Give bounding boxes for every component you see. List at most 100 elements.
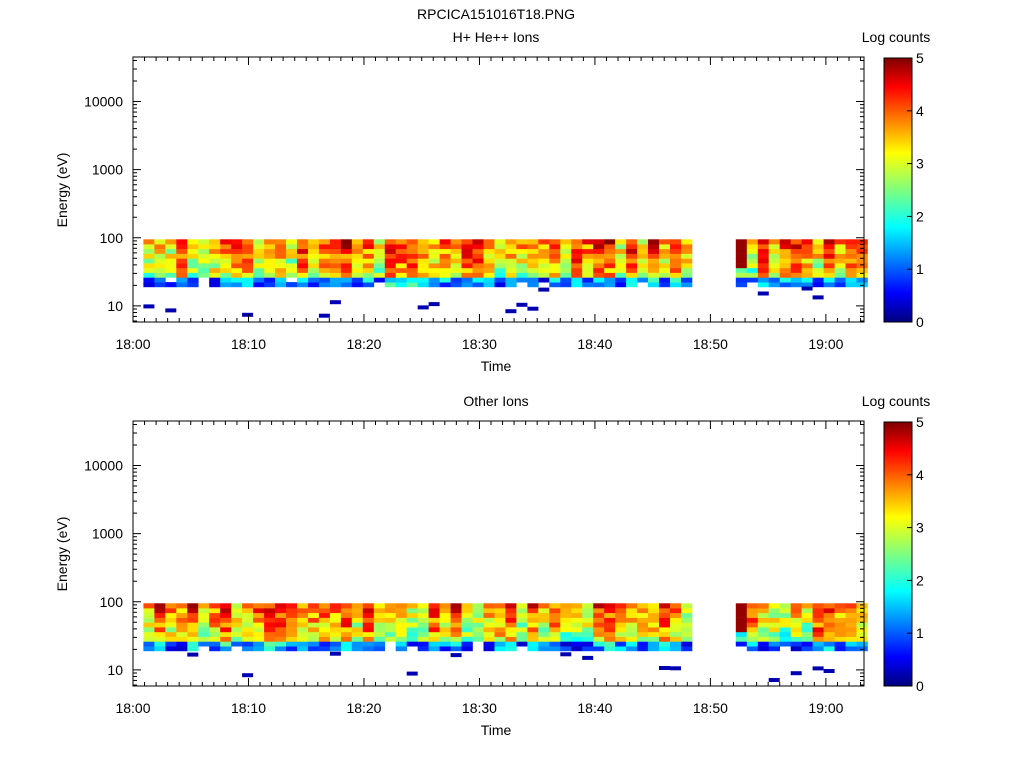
- spectrogram-cell: [362, 612, 375, 618]
- spectrogram-cell: [417, 646, 429, 652]
- spectrogram-cell: [768, 678, 780, 682]
- colorbar-gradient: [883, 421, 913, 687]
- spectrogram-cell: [659, 622, 671, 628]
- spectrogram-cell: [681, 608, 693, 614]
- spectrogram-cell: [450, 248, 462, 254]
- spectrogram-cell: [615, 622, 627, 628]
- spectrogram-cell: [735, 244, 748, 250]
- spectrogram-cell: [220, 253, 232, 259]
- spectrogram-cell: [253, 267, 265, 273]
- spectrogram-cell: [351, 612, 364, 618]
- spectrogram-cell: [801, 267, 813, 273]
- spectrogram-cell: [417, 244, 429, 250]
- spectrogram-cell: [549, 622, 561, 628]
- spectrogram-cell: [659, 239, 671, 245]
- spectrogram-cell: [549, 239, 561, 245]
- spectrogram-cell: [406, 636, 418, 642]
- spectrogram-cell: [242, 617, 254, 623]
- spectrogram-cell: [735, 253, 748, 259]
- spectrogram-cell: [209, 267, 221, 273]
- y-axis-ticks: 10 100 1000 10000: [84, 59, 864, 322]
- spectrogram-cell: [670, 617, 682, 623]
- spectrogram-cell: [439, 612, 451, 618]
- spectrogram-cell: [176, 631, 188, 637]
- spectrogram-cell: [746, 612, 759, 618]
- spectrogram-cell: [593, 277, 605, 283]
- spectrogram-cell: [406, 272, 418, 278]
- spectrogram-cell: [516, 277, 528, 283]
- spectrogram-cell: [505, 277, 517, 283]
- spectrogram-cell: [264, 253, 276, 259]
- spectrogram-cell: [768, 641, 780, 647]
- spectrogram-cell: [615, 641, 627, 647]
- spectrogram-cell: [439, 636, 451, 642]
- spectrogram-cell: [505, 258, 517, 264]
- spectrogram-cell: [417, 627, 429, 633]
- spectrogram-cell: [395, 608, 407, 614]
- spectrogram-cell: [242, 263, 254, 269]
- spectrogram-cell: [505, 627, 517, 633]
- spectrogram-cell: [856, 272, 868, 278]
- spectrogram-cell: [746, 641, 759, 647]
- spectrogram-cell: [318, 277, 331, 283]
- spectrogram-cell: [593, 612, 605, 618]
- spectrogram-cell: [286, 646, 298, 652]
- spectrogram-cell: [604, 612, 616, 618]
- spectrogram-cell: [768, 272, 780, 278]
- spectrogram-cell: [812, 239, 824, 245]
- spectrogram-cell: [801, 282, 813, 288]
- spectrogram-cell: [329, 641, 342, 647]
- spectrogram-cell: [483, 608, 495, 614]
- spectrogram-cell: [308, 636, 320, 642]
- spectrogram-cell: [494, 282, 506, 288]
- spectrogram-cell: [582, 253, 594, 259]
- spectrogram-cell: [746, 646, 759, 652]
- spectrogram-cell: [494, 253, 506, 259]
- spectrogram-cell: [648, 282, 660, 288]
- spectrogram-cell: [187, 636, 199, 642]
- spectrogram-cell: [615, 253, 627, 259]
- spectrogram-cell: [834, 253, 846, 259]
- spectrogram-cell: [582, 646, 594, 652]
- spectrogram-cell: [746, 258, 759, 264]
- spectrogram-cell: [362, 646, 375, 652]
- spectrogram-cell: [549, 267, 561, 273]
- spectrogram-cell: [483, 617, 495, 623]
- spectrogram-cell: [472, 631, 484, 637]
- spectrogram-cell: [648, 263, 660, 269]
- spectrogram-cell: [505, 253, 517, 259]
- spectrogram-cell: [143, 617, 155, 623]
- spectrogram-cell: [253, 248, 265, 254]
- spectrogram-cell: [351, 641, 364, 647]
- spectrogram-cell: [801, 608, 813, 614]
- spectrogram-cell: [297, 244, 309, 250]
- spectrogram-cell: [286, 617, 298, 623]
- spectrogram-cell: [790, 239, 802, 245]
- spectrogram-cell: [823, 248, 835, 254]
- spectrogram-cell: [220, 636, 232, 642]
- spectrogram-cell: [395, 622, 407, 628]
- spectrogram-cell: [648, 636, 660, 642]
- spectrogram-cell: [505, 309, 517, 314]
- spectrogram-cell: [659, 612, 671, 618]
- spectrogram-cell: [297, 636, 309, 642]
- spectrogram-cell: [659, 253, 671, 259]
- spectrogram-cell: [648, 239, 660, 245]
- spectrogram-cell: [384, 603, 397, 609]
- spectrogram-cell: [406, 248, 418, 254]
- spectrogram-cell: [681, 636, 693, 642]
- spectrogram-cell: [801, 263, 813, 269]
- spectrogram-cell: [823, 267, 835, 273]
- spectrogram-cell: [538, 636, 550, 642]
- spectrogram-cell: [154, 608, 166, 614]
- spectrogram-cell: [615, 646, 627, 652]
- spectrogram-cell: [560, 272, 572, 278]
- spectrogram-cell: [549, 641, 561, 647]
- spectrogram-cell: [549, 617, 561, 623]
- spectrogram-cell: [472, 636, 484, 642]
- spectrogram-cell: [176, 608, 188, 614]
- spectrogram-cell: [735, 641, 748, 647]
- spectrogram-cell: [538, 239, 550, 245]
- colorbar: 0 1 2 3 4 5: [883, 50, 924, 330]
- spectrogram-cell: [176, 277, 188, 283]
